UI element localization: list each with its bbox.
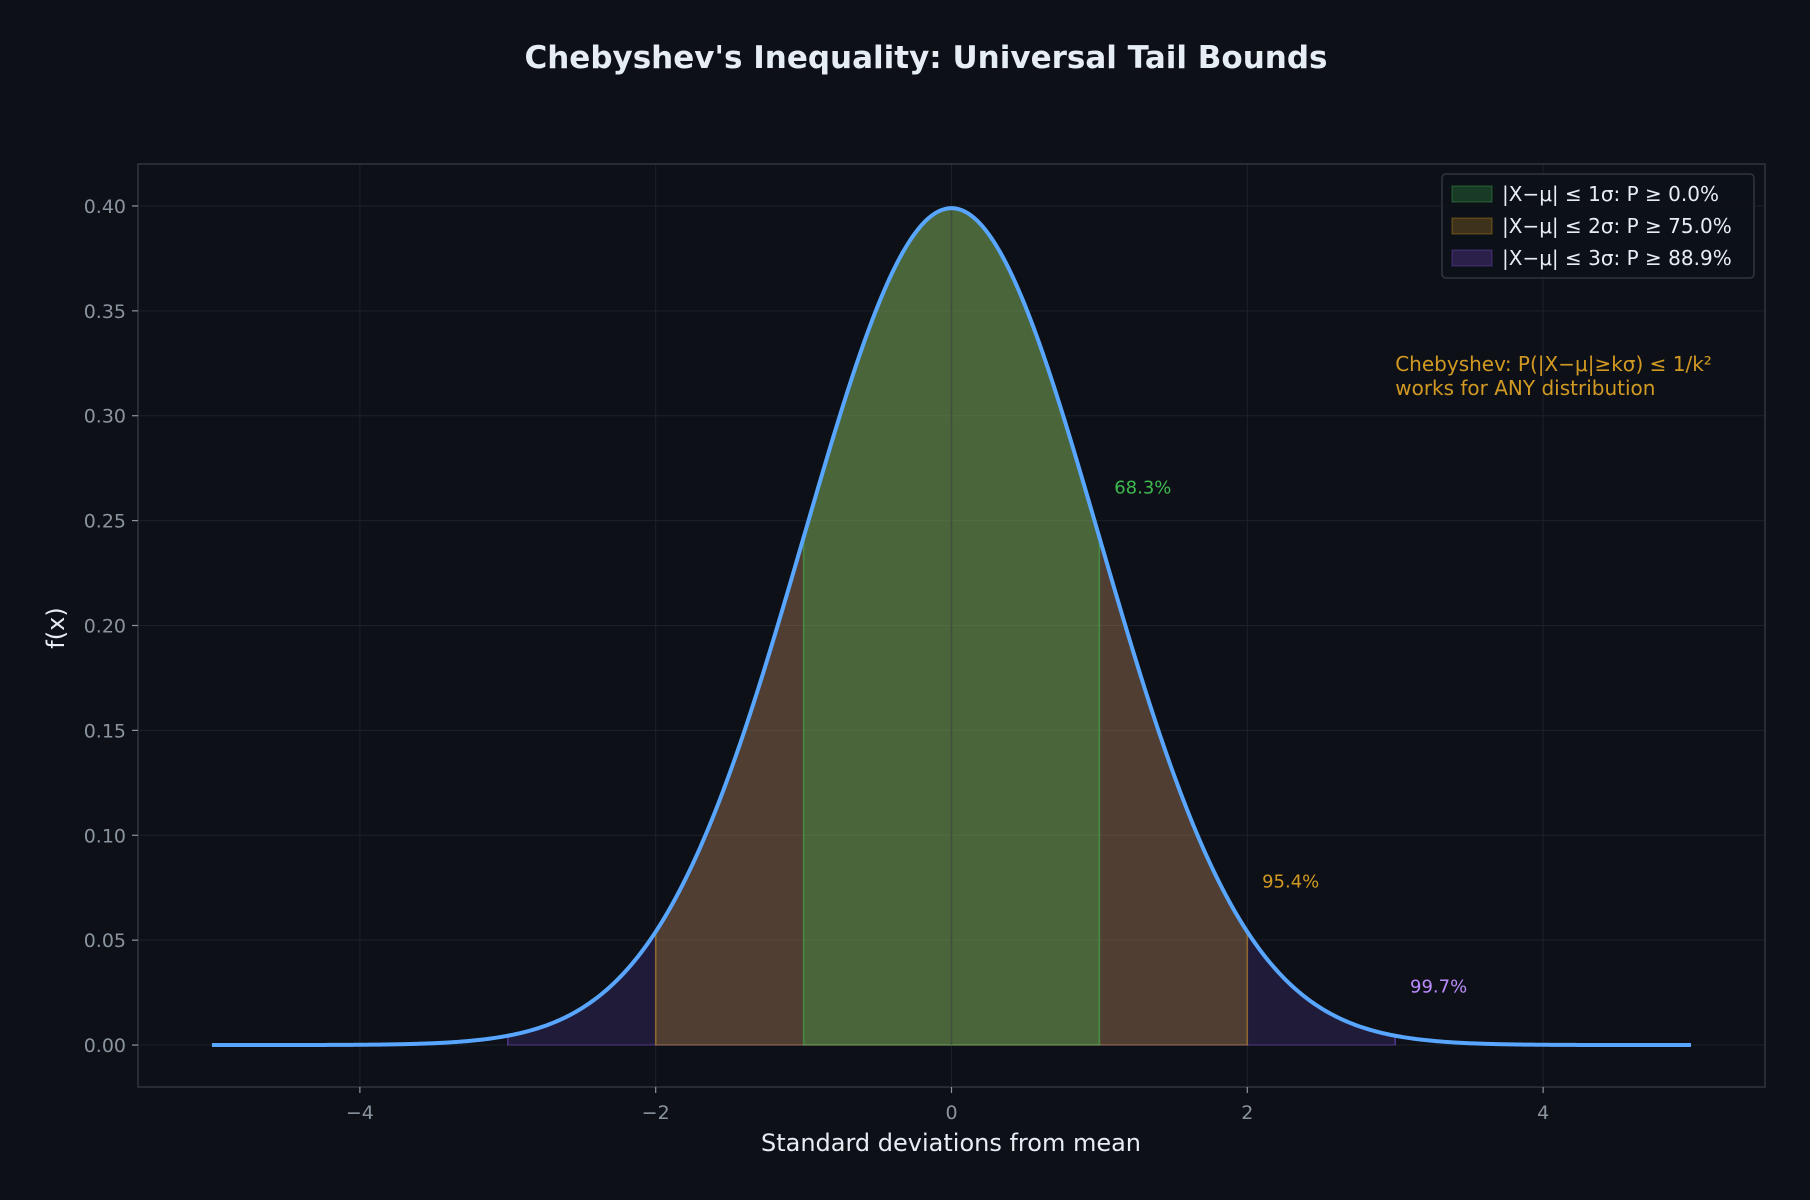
- legend-label-0: |X−μ| ≤ 1σ: P ≥ 0.0%: [1502, 182, 1719, 206]
- x-tick-label-4: 4: [1537, 1102, 1549, 1124]
- y-tick-label-2: 0.10: [84, 825, 126, 847]
- y-tick-label-4: 0.20: [84, 616, 126, 638]
- note-line-1: works for ANY distribution: [1395, 376, 1655, 400]
- legend-box: [1441, 173, 1755, 279]
- y-tick-label-7: 0.35: [84, 301, 126, 323]
- legend-swatch-2: [1451, 249, 1493, 267]
- y-axis-label: f(x): [42, 607, 70, 648]
- x-axis-label: Standard deviations from mean: [761, 1129, 1141, 1157]
- legend-label-2: |X−μ| ≤ 3σ: P ≥ 88.9%: [1502, 246, 1732, 270]
- annotation-1: 95.4%: [1262, 872, 1319, 893]
- annotation-2: 99.7%: [1410, 977, 1467, 998]
- x-axis-ticks: −4 −2 0 2 4: [346, 1087, 1549, 1124]
- y-axis-ticks: 0.00 0.05 0.10 0.15 0.20 0.25 0.30 0.35 0.40: [84, 196, 138, 1057]
- legend: |X−μ| ≤ 1σ: P ≥ 0.0% |X−μ| ≤ 2σ: P ≥ 75.0…: [1441, 173, 1755, 279]
- y-tick-label-5: 0.25: [84, 511, 126, 533]
- x-tick-label-2: 0: [945, 1102, 957, 1124]
- x-tick-label-3: 2: [1241, 1102, 1253, 1124]
- y-tick-label-0: 0.00: [84, 1035, 126, 1057]
- legend-label-1: |X−μ| ≤ 2σ: P ≥ 75.0%: [1502, 214, 1732, 238]
- x-tick-label-0: −4: [346, 1102, 374, 1124]
- annotations: 68.3% 95.4% 99.7%: [1114, 477, 1467, 997]
- normal-pdf-curve: [211, 206, 1692, 1048]
- legend-swatch-0: [1451, 185, 1493, 203]
- legend-swatch-1: [1451, 217, 1493, 235]
- x-tick-label-1: −2: [642, 1102, 670, 1124]
- y-tick-label-8: 0.40: [84, 196, 126, 218]
- chart-title: Chebyshev's Inequality: Universal Tail B…: [524, 40, 1327, 76]
- band-dividers: [507, 208, 1396, 1046]
- note-line-0: Chebyshev: P(|X−μ|≥kσ) ≤ 1/k²: [1395, 352, 1712, 376]
- y-tick-label-6: 0.30: [84, 406, 126, 428]
- y-tick-label-3: 0.15: [84, 720, 126, 742]
- annotation-0: 68.3%: [1114, 477, 1171, 498]
- y-tick-label-1: 0.05: [84, 930, 126, 952]
